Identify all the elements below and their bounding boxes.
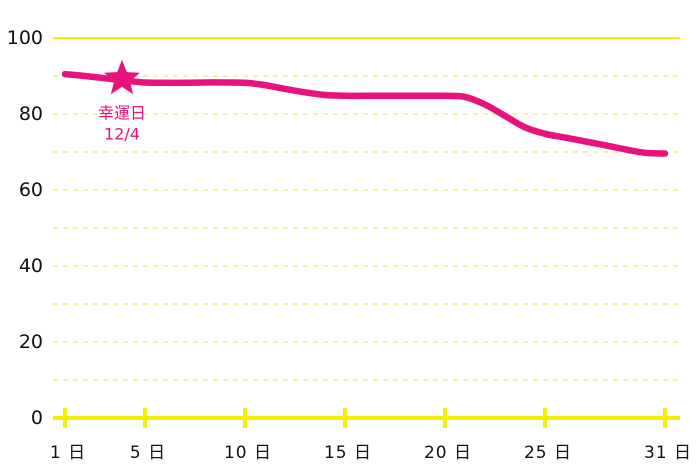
y-tick-label: 100 xyxy=(7,27,43,49)
x-tick-label: 15 日 xyxy=(324,443,372,463)
annotation-label: 幸運日 xyxy=(98,104,146,123)
x-axis: 1 日 5 日 10 日 15 日 20 日 25 日 31 日 xyxy=(50,408,692,463)
annotation-date: 12/4 xyxy=(104,125,140,144)
y-tick-label: 40 xyxy=(19,255,43,277)
x-tick-label: 20 日 xyxy=(424,443,472,463)
annotation-layer: 幸運日 12/4 xyxy=(98,59,146,144)
x-tick-label: 1 日 xyxy=(50,443,86,463)
series-layer xyxy=(61,70,669,157)
x-tick-label: 31 日 xyxy=(644,443,692,463)
y-tick-label: 60 xyxy=(19,179,43,201)
grid-lines xyxy=(53,37,680,381)
x-tick-label: 10 日 xyxy=(224,443,272,463)
x-tick-label: 25 日 xyxy=(524,443,572,463)
y-axis-tick-labels: 0 20 40 60 80 100 xyxy=(7,27,43,429)
x-tick-label: 5 日 xyxy=(130,443,166,463)
series-line xyxy=(61,70,669,157)
y-tick-label: 0 xyxy=(31,407,43,429)
star-icon xyxy=(103,59,141,95)
y-tick-label: 20 xyxy=(19,331,43,353)
y-tick-label: 80 xyxy=(19,103,43,125)
